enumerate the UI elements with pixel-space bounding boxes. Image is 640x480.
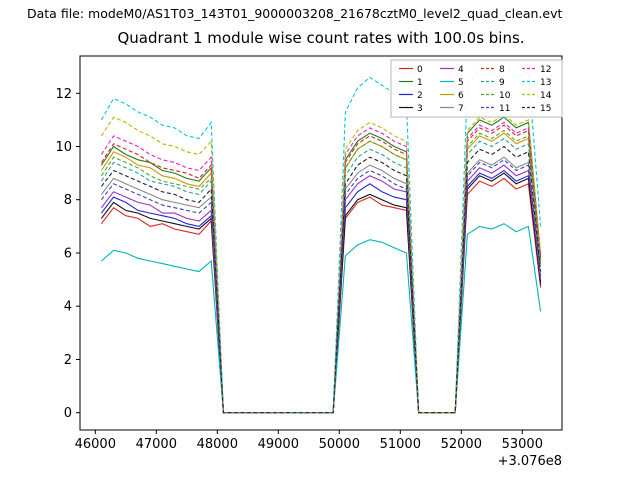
y-tick-label: 10 xyxy=(55,140,72,155)
legend-label-13: 13 xyxy=(540,78,551,88)
plot-series xyxy=(100,65,542,414)
series-line-5 xyxy=(101,223,542,414)
legend-label-12: 12 xyxy=(540,65,551,75)
x-tick-label: 49000 xyxy=(258,437,299,452)
y-tick-label: 4 xyxy=(64,300,72,315)
series-line-14 xyxy=(100,113,542,414)
x-tick-label: 53000 xyxy=(502,437,543,452)
legend-label-10: 10 xyxy=(499,91,511,101)
legend-label-4: 4 xyxy=(458,65,464,75)
series-line-15 xyxy=(100,145,542,414)
y-tick-label: 12 xyxy=(55,87,72,102)
x-offset-label: +3.076e8 xyxy=(498,454,562,469)
y-axis: 0 2 4 6 8 10 12 xyxy=(55,87,80,421)
legend-label-5: 5 xyxy=(458,78,464,88)
series-line-2 xyxy=(100,169,542,414)
legend-label-8: 8 xyxy=(499,65,505,75)
series-line-13 xyxy=(100,65,542,414)
legend-label-9: 9 xyxy=(499,78,505,88)
data-file-label: Data file: modeM0/AS1T03_143T01_90000032… xyxy=(27,6,563,21)
legend-label-14: 14 xyxy=(540,91,552,101)
legend-label-6: 6 xyxy=(458,91,464,101)
legend-label-3: 3 xyxy=(417,104,423,114)
series-line-4 xyxy=(100,164,542,414)
legend-label-11: 11 xyxy=(499,104,510,114)
legend-label-0: 0 xyxy=(417,65,423,75)
series-line-7 xyxy=(100,156,542,414)
series-line-12 xyxy=(100,121,542,414)
y-tick-label: 8 xyxy=(64,193,72,208)
x-tick-label: 48000 xyxy=(197,437,238,452)
legend-label-15: 15 xyxy=(540,104,551,114)
x-tick-label: 52000 xyxy=(441,437,482,452)
chart-title: Quadrant 1 module wise count rates with … xyxy=(117,29,525,47)
series-line-9 xyxy=(100,137,542,414)
y-tick-label: 0 xyxy=(64,406,72,421)
x-axis: 46000 47000 48000 49000 50000 51000 52000 53000… xyxy=(75,430,562,469)
series-line-3 xyxy=(100,172,542,414)
series-line-6 xyxy=(100,132,542,414)
series-line-11 xyxy=(100,159,542,414)
plot-border xyxy=(79,55,563,431)
x-tick-label: 51000 xyxy=(380,437,421,452)
x-tick-label: 47000 xyxy=(136,437,177,452)
legend-label-7: 7 xyxy=(458,104,464,114)
y-tick-label: 6 xyxy=(64,247,72,262)
legend-label-2: 2 xyxy=(417,91,423,101)
x-tick-label: 50000 xyxy=(319,437,360,452)
x-tick-label: 46000 xyxy=(75,437,116,452)
legend-label-1: 1 xyxy=(417,78,423,88)
y-tick-label: 2 xyxy=(64,353,72,368)
